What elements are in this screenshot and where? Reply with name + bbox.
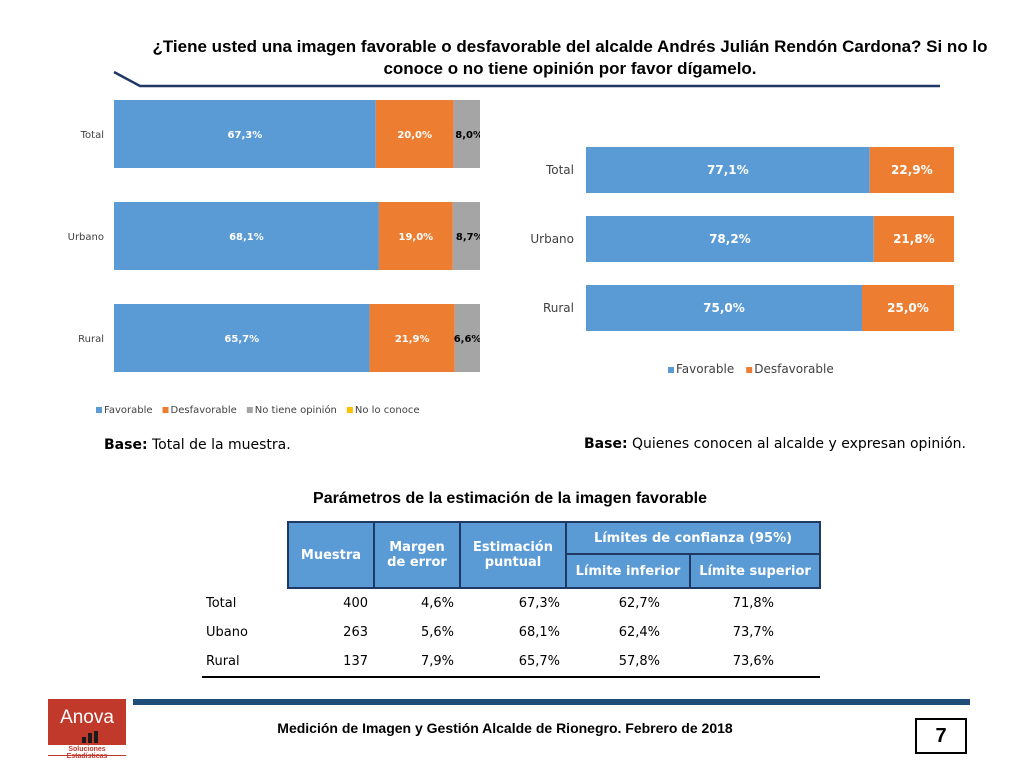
footer-text: Medición de Imagen y Gestión Alcalde de … [277,720,733,736]
table-row: Rural 137 7,9% 65,7% 57,8% 73,6% [202,647,820,678]
legend-label: Desfavorable [171,405,237,416]
base-text-right: Quienes conocen al alcalde y expresan op… [627,436,966,452]
header-margen: Margen de error [373,521,461,589]
cell-inferior: 62,7% [618,596,660,611]
data-label: 8,7% [456,232,480,243]
base-text-left: Total de la muestra. [147,437,291,453]
data-label: 75,0% [703,301,745,315]
data-label: 65,7% [224,334,259,345]
cell-muestra: 263 [343,625,368,640]
table-corner [202,522,288,554]
bar-segment [452,202,480,270]
parameters-table: Muestra Margen de error Estimación puntu… [202,521,821,678]
bar-segment [378,202,453,270]
legend-label: No lo conoce [355,405,420,416]
bar-segment [114,202,379,270]
bar-segment [869,147,954,193]
page-title: ¿Tiene usted una imagen favorable o desf… [152,37,988,78]
cell-margen: 5,6% [420,625,454,640]
logo-underline [48,755,126,756]
data-label: 22,9% [891,163,933,177]
title-underline [113,70,940,88]
data-label: 78,2% [709,232,751,246]
header-limites: Límites de confianza (95%) [565,521,821,555]
category-label: Total [545,163,574,177]
bar-segment [586,147,870,193]
data-label: 67,3% [228,130,263,141]
stacked-bar-chart-right: Total 77,1% 22,9% Urbano 78,2% 21,8% Rural 75,0… [530,147,954,376]
base-note-right: Base: Quienes conocen al alcalde y expre… [584,436,966,452]
data-label: 77,1% [707,163,749,177]
bar-segment [873,216,954,262]
footer-bar [133,699,970,705]
legend-swatch [162,407,169,413]
data-label: 19,0% [399,232,434,243]
logo-subtitle: Soluciones Estadísticas [66,746,108,760]
table-row: Ubano 263 5,6% 68,1% 62,4% 73,7% [202,618,820,647]
row-label: Total [206,595,237,611]
cell-margen: 4,6% [420,596,454,611]
legend-swatch [96,407,102,413]
cell-estimacion: 68,1% [518,625,560,640]
header-superior: Límite superior [689,553,821,589]
category-label: Urbano [530,232,574,246]
cell-muestra: 400 [343,596,368,611]
cell-estimacion: 67,3% [518,596,560,611]
legend-label: Favorable [676,362,734,376]
logo-bars-icon [82,731,102,743]
data-label: 25,0% [887,301,929,315]
cell-estimacion: 65,7% [460,647,566,678]
legend-swatch [668,367,674,373]
bar-segment [114,100,376,168]
category-label: Rural [78,334,104,345]
data-label: 8,0% [455,130,480,141]
bar-segment [375,100,454,168]
legend-label: Favorable [104,405,153,416]
base-label-left: Base: [104,437,148,453]
bar-segment [114,304,370,372]
cell-muestra: 137 [288,647,374,678]
cell-superior: 73,7% [732,625,774,640]
stacked-bar-chart-left: Total67,3%20,0%8,0%4,8%Urbano68,1%19,0%8… [68,100,480,416]
category-label: Urbano [68,232,104,243]
cell-margen: 7,9% [374,647,460,678]
legend-swatch [246,407,253,413]
bar-segment [586,285,862,331]
bar-segment [369,304,455,372]
legend-swatch [346,407,353,413]
page-number: 7 [915,718,967,754]
logo-name: Anova [60,707,114,728]
bar-segment [862,285,954,331]
category-label: Total [80,130,104,141]
bar-segment [453,100,480,168]
logo-box [48,699,126,745]
cell-superior: 71,8% [732,596,774,611]
header-inferior: Límite inferior [565,553,691,589]
cell-inferior: 57,8% [566,647,690,678]
row-label: Ubano [206,625,248,640]
header-estimacion: Estimación puntual [459,521,567,589]
base-label-right: Base: [584,436,628,452]
data-label: 20,0% [397,130,432,141]
base-note-left: Base: Total de la muestra. [104,437,291,453]
anova-logo: Anova Soluciones Estadísticas [48,699,126,760]
table-corner-2 [202,554,288,588]
bar-segment [454,304,480,372]
header-muestra: Muestra [287,521,375,589]
legend-label: No tiene opinión [255,404,337,416]
data-label: 21,8% [893,232,935,246]
table-title: Parámetros de la estimación de la imagen… [313,490,707,507]
legend-swatch [746,367,753,373]
legend-label: Desfavorable [754,362,834,376]
row-label: Rural [202,647,288,678]
data-label: 68,1% [229,232,264,243]
data-label: 6,6% [454,334,480,345]
bar-segment [586,216,874,262]
cell-inferior: 62,4% [618,625,660,640]
data-label: 21,9% [395,334,430,345]
category-label: Rural [543,301,574,315]
table-row: Total 400 4,6% 67,3% 62,7% 71,8% [202,588,820,618]
cell-superior: 73,6% [690,647,820,678]
